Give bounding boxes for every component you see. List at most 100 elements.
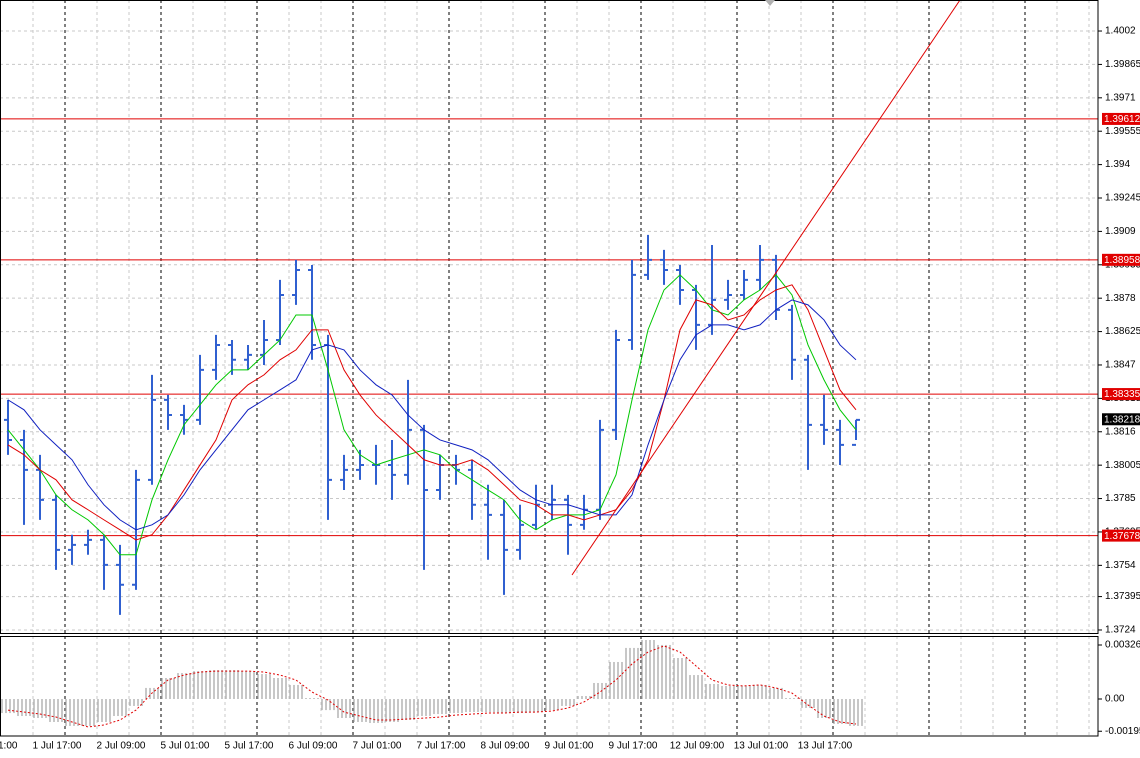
- ohlc-bar: [52, 494, 60, 570]
- level-label: 1.37678: [1104, 531, 1140, 542]
- level-label: 1.38958: [1104, 255, 1140, 266]
- ohlc-bar: [212, 334, 220, 380]
- histogram-bar: [449, 699, 463, 714]
- ohlc-bar: [804, 354, 812, 470]
- ohlc-bar: [148, 374, 156, 485]
- histogram-bar: [49, 699, 63, 722]
- histogram-bar: [113, 699, 127, 717]
- ohlc-bar: [644, 234, 652, 280]
- histogram-bar: [737, 685, 751, 700]
- ohlc-bar: [116, 544, 124, 615]
- ohlc-bar: [196, 354, 204, 425]
- histogram-bar: [753, 684, 767, 700]
- ohlc-bar: [484, 484, 492, 560]
- x-tick-label: 1 Jul 17:00: [33, 741, 82, 752]
- level-box: [1102, 529, 1140, 542]
- histogram-bar: [1, 699, 15, 714]
- y-tick-label: 1.39555: [1105, 126, 1140, 137]
- signal-line: [7, 645, 857, 728]
- ohlc-bar: [308, 265, 316, 360]
- histogram-bar: [529, 699, 543, 713]
- histogram-bar: [337, 699, 351, 719]
- histogram-bar: [65, 699, 79, 726]
- ohlc-bar: [388, 439, 396, 500]
- histogram-bar: [417, 699, 431, 717]
- histogram-bar: [129, 699, 143, 706]
- histogram-bar: [401, 699, 415, 720]
- y-tick-label: 1.39865: [1105, 59, 1140, 70]
- ohlc-bar: [660, 249, 668, 285]
- level-box: [1102, 388, 1140, 401]
- x-tick-label: 13 Jul 01:00: [734, 741, 789, 752]
- x-tick-label: 7 Jul 17:00: [417, 741, 466, 752]
- y-tick-label: 1.394: [1105, 159, 1130, 170]
- histogram-bar: [497, 699, 511, 714]
- histogram-bar: [625, 647, 639, 700]
- ohlc-bar: [68, 534, 76, 565]
- x-tick-label: 12 Jul 09:00: [670, 741, 725, 752]
- y-tick-label: 0.003267: [1105, 640, 1140, 651]
- ohlc-bar: [292, 259, 300, 305]
- histogram-bar: [353, 699, 367, 722]
- histogram-bar: [97, 699, 111, 722]
- ohlc-bar: [612, 329, 620, 440]
- level-label: 1.39612: [1104, 114, 1140, 125]
- ohlc-bar: [500, 499, 508, 595]
- y-tick-label: 1.38005: [1105, 460, 1140, 471]
- x-tick-label: 5 Jul 17:00: [225, 741, 274, 752]
- histogram-bar: [545, 699, 559, 711]
- ohlc-bar: [84, 529, 92, 555]
- histogram-bar: [177, 673, 191, 700]
- histogram-bar: [481, 699, 495, 713]
- moving-average: [7, 274, 857, 556]
- y-tick-label: 1.3847: [1105, 360, 1136, 371]
- histogram-bar: [593, 682, 607, 700]
- x-tick-label: 8 Jul 09:00: [481, 741, 530, 752]
- level-label: 1.38335: [1104, 389, 1140, 400]
- histogram-bar: [33, 699, 47, 719]
- histogram-bar: [705, 683, 719, 700]
- histogram-bar: [465, 699, 479, 713]
- ohlc-bar: [404, 379, 412, 485]
- price-plot: [0, 30, 1098, 631]
- y-tick-label: 1.3971: [1105, 92, 1136, 103]
- level-box: [1102, 112, 1140, 125]
- moving-average: [7, 284, 857, 541]
- ohlc-bar: [756, 244, 764, 290]
- histogram-bar: [769, 687, 783, 700]
- x-tick-label: 13 Jul 17:00: [798, 741, 853, 752]
- ohlc-bar: [788, 304, 796, 380]
- histogram-bar: [721, 685, 735, 700]
- histogram-bar: [561, 699, 575, 706]
- ohlc-bar: [4, 399, 12, 455]
- y-tick-label: 1.3785: [1105, 493, 1136, 504]
- x-tick-label: 5 Jul 01:00: [161, 741, 210, 752]
- y-tick-label: 1.39245: [1105, 193, 1140, 204]
- histogram-bar: [241, 671, 255, 700]
- histogram-bar: [657, 644, 671, 700]
- ohlc-bar: [228, 339, 236, 375]
- shift-marker: [765, 0, 775, 6]
- ohlc-bar: [628, 259, 636, 350]
- trend-line: [571, 0, 961, 576]
- ohlc-bar: [836, 419, 844, 465]
- x-tick-label: 2 Jul 09:00: [97, 741, 146, 752]
- histogram-bar: [257, 674, 271, 700]
- ohlc-bar: [20, 429, 28, 525]
- macd-frame: [0, 636, 1099, 737]
- histogram-bar: [273, 678, 287, 700]
- ohlc-bar: [468, 459, 476, 520]
- ohlc-bar: [740, 269, 748, 300]
- histogram-bar: [577, 696, 591, 700]
- ohlc-bar: [164, 394, 172, 430]
- ohlc-bar: [724, 279, 732, 310]
- histogram-bar: [209, 670, 223, 700]
- x-tick-label: 9 Jul 01:00: [545, 741, 594, 752]
- price-frame: [0, 0, 1099, 634]
- histogram-bar: [433, 699, 447, 715]
- histogram-bar: [641, 639, 655, 700]
- y-tick-label: 1.38625: [1105, 326, 1140, 337]
